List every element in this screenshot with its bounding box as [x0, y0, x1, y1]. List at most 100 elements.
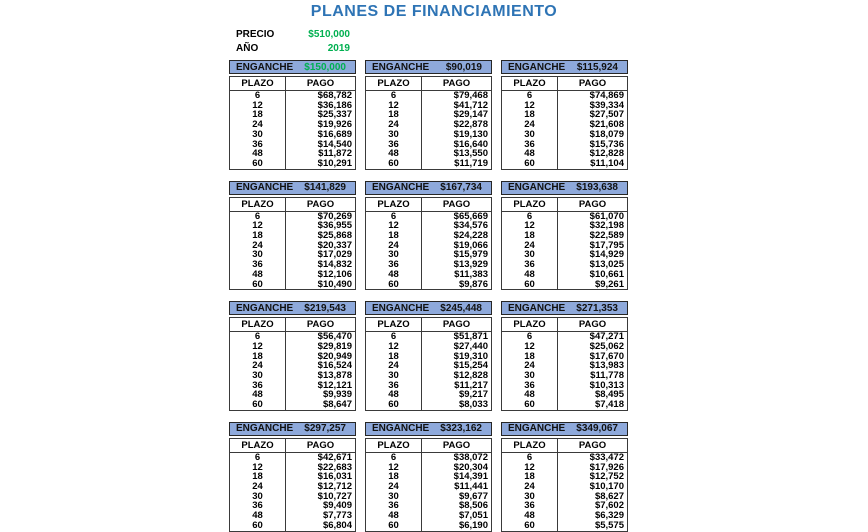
plazo-cell: 18 [502, 351, 558, 362]
plazo-cell: 6 [502, 211, 558, 222]
table-row: 36 $14,832 [230, 260, 355, 270]
pago-cell: $10,727 [317, 490, 352, 502]
plazo-cell: 6 [366, 211, 422, 222]
plazo-cell: 6 [366, 332, 422, 342]
payments-table: PLAZO PAGO 6 $38,072 12 $20,304 [365, 437, 492, 532]
plan-table: ENGANCHE $349,067 PLAZO PAGO 6 $33,472 1… [501, 421, 628, 532]
plazo-cell: 36 [230, 260, 286, 270]
plazo-column-header: PLAZO [502, 77, 558, 90]
table-row: 60 $10,291 [230, 159, 355, 169]
pago-cell: $12,712 [317, 480, 352, 492]
pago-cell: $12,828 [589, 148, 624, 160]
plazo-cell: 24 [230, 120, 286, 130]
plazo-cell: 36 [502, 381, 558, 391]
enganche-label: ENGANCHE [236, 182, 294, 194]
plazo-column-header: PLAZO [366, 197, 422, 211]
pago-cell: $8,647 [322, 399, 352, 411]
plazo-cell: 30 [502, 250, 558, 261]
precio-value: $510,000 [308, 28, 350, 40]
table-row: 12 $20,304 [366, 462, 491, 473]
plazo-cell: 60 [366, 279, 422, 290]
plazo-cell: 30 [230, 250, 286, 261]
table-row: 36 $12,121 [230, 381, 355, 391]
enganche-amount: $115,924 [576, 61, 618, 73]
plazo-cell: 6 [230, 211, 286, 222]
pago-cell: $22,589 [589, 230, 624, 242]
table-row: 6 $65,669 [366, 211, 491, 222]
pago-cell: $11,383 [454, 268, 488, 280]
plazo-cell: 30 [502, 491, 558, 502]
payments-table-header: PLAZO PAGO [366, 77, 491, 91]
plazo-cell: 6 [502, 91, 558, 101]
precio-label: PRECIO [236, 28, 275, 40]
plan-rows: 6 $79,468 12 $41,712 18 $29,147 24 [366, 91, 491, 169]
table-row: 6 $61,070 [502, 211, 627, 222]
pago-cell: $16,524 [317, 360, 352, 372]
table-row: 30 $14,929 [502, 250, 627, 261]
table-row: 48 $11,872 [230, 149, 355, 159]
pago-cell: $25,337 [317, 109, 352, 121]
plazo-cell: 48 [366, 270, 422, 280]
anio-value: 2019 [327, 42, 350, 54]
enganche-label: ENGANCHE [236, 423, 294, 435]
table-row: 48 $7,051 [366, 511, 491, 521]
plazo-cell: 18 [230, 110, 286, 121]
pago-cell: $13,550 [453, 148, 488, 160]
pago-cell: $29,147 [453, 109, 488, 121]
table-row: 48 $12,828 [502, 149, 627, 159]
pago-cell: $17,795 [589, 239, 624, 251]
plazo-cell: 12 [230, 462, 286, 473]
pago-column-header: PAGO [442, 198, 471, 210]
payments-table-header: PLAZO PAGO [230, 197, 355, 212]
enganche-amount: $193,638 [576, 182, 618, 194]
pago-cell: $9,677 [458, 490, 488, 502]
table-row: 30 $13,878 [230, 371, 355, 381]
plan-rows: 6 $70,269 12 $36,955 18 $25,868 24 [230, 211, 355, 290]
plazo-cell: 60 [230, 400, 286, 410]
pago-column-header: PAGO [578, 439, 607, 451]
pago-cell: $19,130 [453, 128, 488, 140]
plazo-cell: 24 [366, 241, 422, 251]
enganche-header: ENGANCHE $90,019 [365, 60, 492, 74]
payments-table-header: PLAZO PAGO [366, 318, 491, 333]
plazo-cell: 60 [366, 159, 422, 169]
plan-table: ENGANCHE $167,734 PLAZO PAGO 6 $65,669 1… [365, 180, 492, 291]
plazo-cell: 18 [366, 472, 422, 482]
plazo-cell: 30 [366, 250, 422, 261]
pago-cell: $10,313 [589, 379, 624, 391]
plazo-cell: 24 [502, 241, 558, 251]
enganche-amount: $323,162 [440, 423, 482, 435]
plazo-cell: 24 [366, 361, 422, 372]
table-row: 60 $8,033 [366, 400, 491, 410]
pago-cell: $9,939 [322, 389, 352, 401]
enganche-header: ENGANCHE $167,734 [365, 180, 492, 195]
table-row: 36 $15,736 [502, 139, 627, 150]
pago-column-header: PAGO [578, 198, 607, 210]
table-row: 24 $16,524 [230, 360, 355, 372]
enganche-label: ENGANCHE [508, 302, 566, 314]
table-row: 48 $9,217 [366, 390, 491, 401]
table-row: 60 $6,190 [366, 521, 491, 531]
pago-cell: $15,979 [453, 249, 488, 261]
pago-cell: $11,872 [318, 148, 352, 160]
table-row: 24 $11,441 [366, 482, 491, 492]
plazo-cell: 30 [366, 130, 422, 140]
payments-table: PLAZO PAGO 6 $70,269 12 $36,955 [229, 196, 356, 291]
table-row: 18 $29,147 [366, 109, 491, 121]
table-row: 24 $20,337 [230, 241, 355, 251]
pago-cell: $13,983 [589, 360, 624, 372]
enganche-amount: $297,257 [304, 423, 346, 435]
table-row: 12 $25,062 [502, 342, 627, 352]
pago-cell: $6,190 [458, 519, 488, 531]
pago-cell: $7,418 [594, 399, 624, 411]
table-row: 60 $10,490 [230, 279, 355, 290]
table-row: 30 $10,727 [230, 490, 355, 502]
plazo-cell: 36 [502, 139, 558, 150]
plazo-cell: 12 [502, 221, 558, 232]
table-row: 24 $15,254 [366, 361, 491, 372]
table-row: 12 $39,334 [502, 100, 627, 111]
pago-cell: $27,440 [453, 340, 488, 352]
table-row: 12 $41,712 [366, 100, 491, 111]
pago-cell: $9,261 [594, 278, 624, 290]
table-row: 6 $38,072 [366, 453, 491, 463]
